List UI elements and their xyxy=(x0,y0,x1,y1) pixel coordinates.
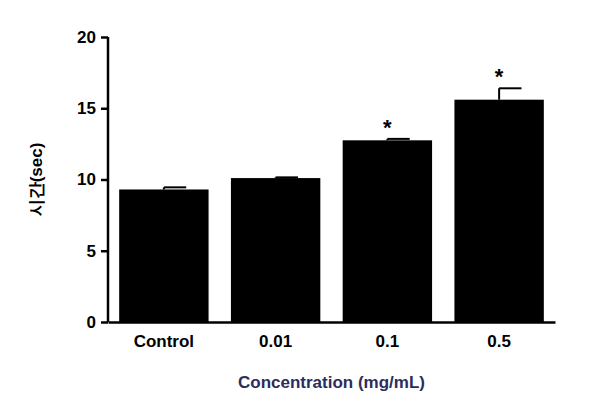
y-tick-mark xyxy=(101,250,108,253)
y-tick: 10 xyxy=(77,170,108,189)
y-tick: 20 xyxy=(77,28,108,47)
significance: * xyxy=(383,115,392,140)
x-tick-label: Control xyxy=(134,332,194,351)
x-tick: 0.1 xyxy=(376,322,400,351)
x-axis: Control 0.01 0.1 0.5 xyxy=(109,322,556,351)
x-tick-label: 0.5 xyxy=(487,332,511,351)
bars xyxy=(119,88,544,322)
chart: * * 0 5 10 15 20 Control 0.01 0.1 0.5 Concentration… xyxy=(0,0,594,417)
x-tick: 0.5 xyxy=(487,322,511,351)
y-tick-label: 5 xyxy=(87,242,96,261)
y-tick-label: 15 xyxy=(77,99,96,118)
bar xyxy=(231,178,320,322)
bar xyxy=(454,100,543,322)
y-tick: 5 xyxy=(87,242,108,261)
y-tick: 15 xyxy=(77,99,108,118)
x-tick-label: 0.01 xyxy=(259,332,292,351)
y-axis-title: 시간(sec) xyxy=(27,143,46,217)
plot: * * 0 5 10 15 20 Control 0.01 0.1 0.5 xyxy=(77,28,555,351)
y-tick-mark xyxy=(101,36,108,39)
x-axis-title: Concentration (mg/mL) xyxy=(238,373,425,392)
x-tick: Control xyxy=(134,322,194,351)
y-tick-label: 10 xyxy=(77,170,96,189)
y-tick-label: 0 xyxy=(87,313,96,332)
error-cap xyxy=(276,176,298,178)
y-tick: 0 xyxy=(87,313,108,332)
error-stem xyxy=(498,88,500,99)
bar xyxy=(343,140,432,322)
x-tick-label: 0.1 xyxy=(376,332,400,351)
error-cap xyxy=(164,186,186,188)
significance: * xyxy=(495,64,504,89)
x-tick: 0.01 xyxy=(259,322,292,351)
error-bar xyxy=(164,187,186,189)
bar xyxy=(119,189,208,322)
y-tick-mark xyxy=(101,108,108,111)
x-axis-line xyxy=(109,321,556,324)
y-tick-mark xyxy=(101,321,108,324)
y-tick-label: 20 xyxy=(77,28,96,47)
error-bar xyxy=(276,177,298,179)
error-bar xyxy=(499,88,521,99)
y-tick-mark xyxy=(101,179,108,182)
y-axis: 0 5 10 15 20 xyxy=(77,28,108,332)
